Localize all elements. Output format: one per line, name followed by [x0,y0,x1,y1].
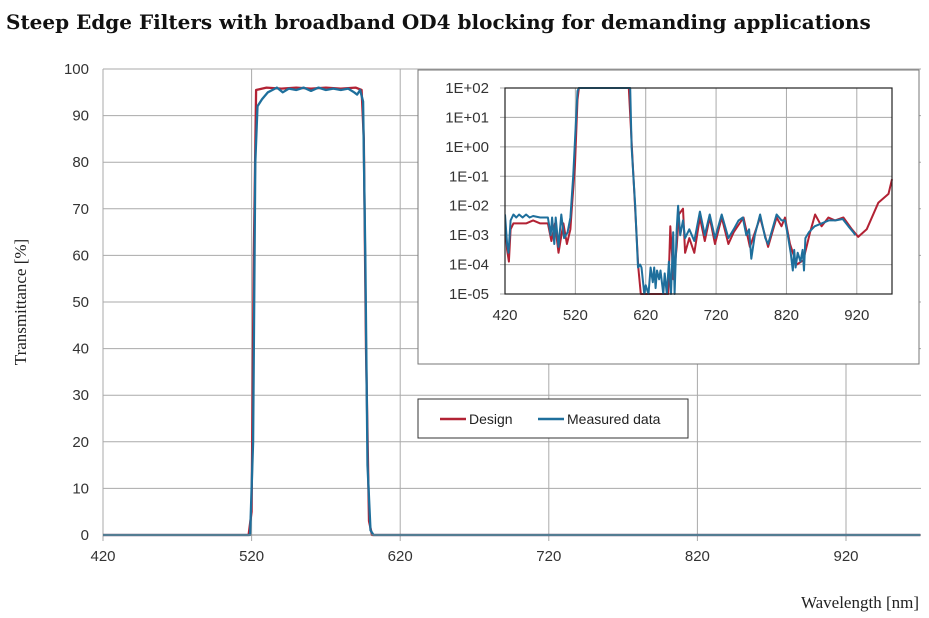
legend: Design Measured data [417,398,689,439]
x-axis-label: Wavelength [nm] [801,593,919,612]
main-tick-labels: 0 10 20 30 40 50 60 70 80 90 100 420 520 620 720 820 920 [64,61,859,565]
inset-y-tick-label: 1E-02 [449,198,489,215]
legend-label-design: Design [469,411,513,427]
main-x-tick-label: 620 [388,548,413,565]
main-y-tick-label: 20 [72,434,89,451]
inset-y-tick-label: 1E-01 [449,168,489,185]
main-y-tick-label: 30 [72,387,89,404]
main-y-tick-label: 40 [72,341,89,358]
inset-y-tick-label: 1E+02 [445,80,489,97]
main-y-tick-label: 10 [72,480,89,497]
inset-x-tick-label: 720 [704,307,729,324]
inset-tick-labels: 1E+02 1E+01 1E+00 1E-01 1E-02 1E-03 1E-04 1E-05… [445,80,869,324]
main-y-tick-label: 70 [72,201,89,218]
chart-title: Steep Edge Filters with broadband OD4 bl… [6,10,871,34]
main-y-tick-label: 80 [72,154,89,171]
inset-y-tick-label: 1E-04 [449,257,489,274]
inset-y-tick-label: 1E-03 [449,227,489,244]
main-y-tick-label: 50 [72,294,89,311]
inset-y-tick-label: 1E+00 [445,139,489,156]
main-x-tick-label: 920 [833,548,858,565]
inset-y-tick-label: 1E-05 [449,286,489,303]
legend-label-measured: Measured data [567,411,661,427]
main-series [103,86,921,537]
main-y-tick-label: 100 [64,61,89,78]
inset-plot-frame [504,87,893,295]
inset-panel [417,69,920,365]
inset-x-tick-label: 620 [633,307,658,324]
inset-series [505,87,893,295]
main-x-tick-label: 420 [90,548,115,565]
main-y-tick-label: 90 [72,108,89,125]
inset-x-tick-label: 920 [844,307,869,324]
main-x-tick-label: 520 [239,548,264,565]
inset-x-tick-label: 820 [774,307,799,324]
inset-series-design [505,87,893,295]
main-x-tick-label: 820 [685,548,710,565]
y-axis-label: Transmittance [%] [11,239,30,365]
main-y-tick-label: 0 [81,527,89,544]
inset-series-measured [505,87,857,295]
inset-x-tick-label: 520 [563,307,588,324]
inset-x-tick-label: 420 [492,307,517,324]
main-series-measured [103,86,921,537]
inset-y-tick-label: 1E+01 [445,109,489,126]
main-y-tick-label: 60 [72,247,89,264]
main-x-tick-label: 720 [536,548,561,565]
